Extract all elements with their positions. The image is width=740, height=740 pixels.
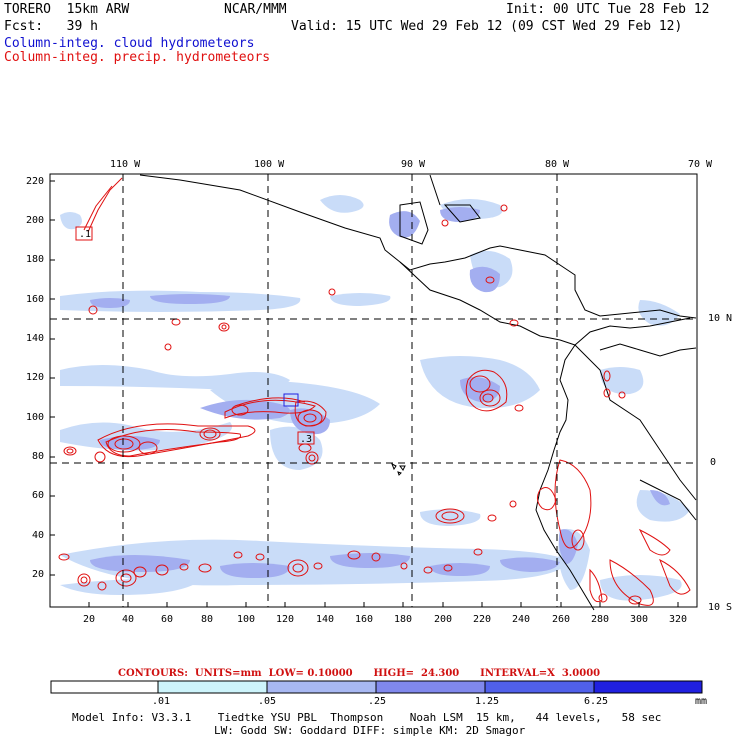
y-tick: 60 (32, 490, 45, 501)
precip-contours (58, 177, 691, 606)
x-tick: 320 (669, 614, 688, 625)
x-tick: 240 (512, 614, 531, 625)
x-tick: 20 (83, 614, 96, 625)
cloud-field-mid (90, 207, 670, 578)
y-tick: 160 (26, 294, 45, 305)
y-tick: 200 (26, 215, 45, 226)
x-tick: 160 (355, 614, 374, 625)
y-tick: 80 (32, 451, 45, 462)
field-precip-label: Column-integ. precip. hydrometeors (4, 50, 271, 65)
box-label-1: .1 (79, 229, 92, 240)
org-label: NCAR/MMM (224, 2, 287, 17)
colorbar-unit: mm (695, 696, 708, 707)
lon-label-100w: 100 W (254, 159, 285, 170)
x-tick: 280 (591, 614, 610, 625)
x-tick: 140 (316, 614, 335, 625)
lon-label-90w: 90 W (401, 159, 426, 170)
lat-label-10n: 10 N (708, 313, 733, 324)
y-tick: 180 (26, 254, 45, 265)
colorbar-label: .01 (152, 696, 171, 707)
lat-label-10s: 10 S (708, 602, 733, 613)
cloud-field-light (60, 195, 690, 601)
coastline (139, 174, 697, 611)
x-tick: 120 (276, 614, 295, 625)
x-tick: 200 (434, 614, 453, 625)
y-tick: 20 (32, 569, 45, 580)
galapagos-islands (391, 462, 406, 476)
graticule (50, 174, 697, 607)
box-label-3: .3 (300, 434, 313, 445)
tick-marks (50, 180, 679, 607)
x-tick: 60 (161, 614, 174, 625)
x-tick: 220 (473, 614, 492, 625)
colorbar (50, 680, 703, 694)
colorbar-label: 6.25 (584, 696, 609, 707)
model-info: Model Info: V3.3.1 Tiedtke YSU PBL Thomp… (72, 711, 662, 724)
y-tick: 40 (32, 530, 45, 541)
map-frame (49, 173, 698, 608)
marker-boxes (75, 226, 315, 445)
colorbar-label: 1.25 (475, 696, 500, 707)
forecast-hour: Fcst: 39 h (4, 19, 98, 34)
y-tick: 220 (26, 176, 45, 187)
y-tick: 100 (26, 412, 45, 423)
y-tick: 120 (26, 372, 45, 383)
x-tick: 180 (394, 614, 413, 625)
colorbar-label: .25 (368, 696, 387, 707)
init-time: Init: 00 UTC Tue 28 Feb 12 (506, 2, 710, 17)
x-tick: 300 (630, 614, 649, 625)
model-title: TORERO 15km ARW (4, 2, 130, 17)
x-tick: 260 (552, 614, 571, 625)
y-tick: 140 (26, 333, 45, 344)
field-cloud-label: Column-integ. cloud hydrometeors (4, 36, 255, 51)
colorbar-label: .05 (258, 696, 277, 707)
lat-label-0: 0 (710, 457, 717, 468)
lon-label-70w: 70 W (688, 159, 713, 170)
lon-label-80w: 80 W (545, 159, 570, 170)
x-tick: 80 (201, 614, 214, 625)
x-tick: 100 (237, 614, 256, 625)
x-tick: 40 (122, 614, 135, 625)
model-physics: LW: Godd SW: Goddard DIFF: simple KM: 2D… (214, 724, 526, 737)
lon-label-110w: 110 W (110, 159, 141, 170)
valid-time: Valid: 15 UTC Wed 29 Feb 12 (09 CST Wed … (291, 19, 683, 34)
contour-info: CONTOURS: UNITS=mm LOW= 0.10000 HIGH= 24… (118, 668, 601, 679)
